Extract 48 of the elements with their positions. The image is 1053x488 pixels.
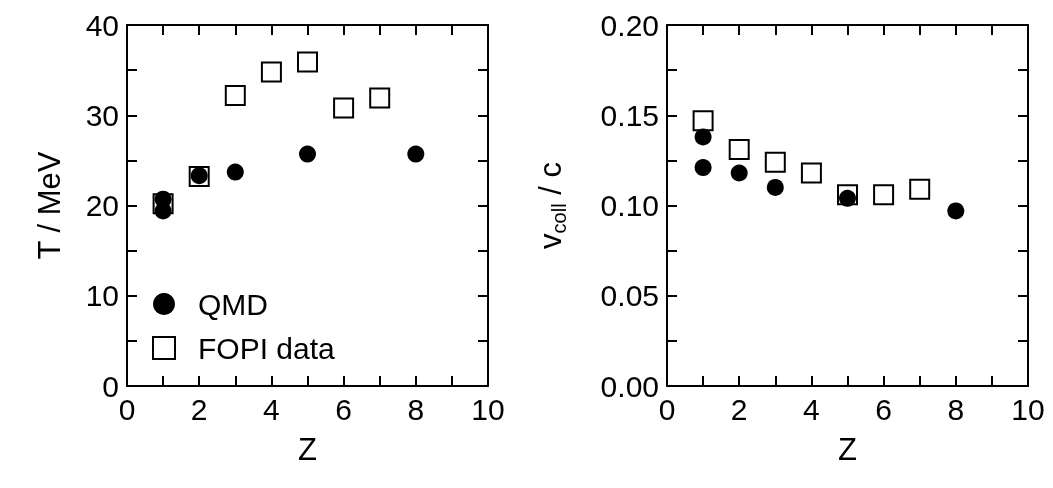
- x-axis-title: Z: [838, 432, 857, 467]
- point: [766, 178, 784, 196]
- y-tick-label: 40: [85, 8, 119, 42]
- point: [226, 163, 244, 181]
- y-tick-label: 0.05: [600, 279, 659, 313]
- x-tick-label: 10: [471, 392, 505, 426]
- point: [224, 84, 246, 106]
- point: [800, 162, 822, 184]
- y-tick-label: 0.20: [600, 8, 659, 42]
- y-tick-label: 0.10: [600, 189, 659, 222]
- y-tick-label: 20: [85, 189, 119, 222]
- point: [152, 193, 174, 215]
- point: [764, 151, 786, 173]
- x-axis-title: Z: [298, 432, 317, 467]
- point: [728, 139, 750, 161]
- point: [260, 61, 282, 83]
- point: [694, 128, 712, 146]
- y-tick-label: 10: [85, 279, 119, 313]
- y-tick-label: 0.00: [600, 369, 659, 403]
- x-tick-label: 2: [190, 392, 208, 426]
- x-tick-label: 8: [407, 392, 425, 426]
- y-tick-label: 0: [102, 369, 119, 403]
- y-axis-title: vcoll / c: [532, 162, 570, 249]
- x-tick-label: 6: [875, 392, 892, 426]
- y-tick-label: 0.15: [600, 98, 659, 132]
- point: [333, 97, 355, 119]
- point: [839, 189, 856, 207]
- point: [909, 178, 931, 200]
- point: [730, 164, 748, 182]
- y-tick-label: 30: [85, 98, 119, 132]
- legend-label: QMD: [198, 287, 268, 321]
- point: [297, 51, 318, 73]
- point: [694, 159, 712, 177]
- x-tick-label: 8: [947, 392, 965, 426]
- point: [299, 145, 316, 163]
- point: [873, 184, 895, 206]
- x-tick-label: 2: [730, 392, 748, 426]
- legend-label: FOPI data: [198, 331, 336, 365]
- x-tick-label: 6: [335, 392, 352, 426]
- x-tick-label: 10: [1011, 392, 1045, 426]
- x-tick-label: 4: [263, 392, 280, 426]
- point: [947, 202, 965, 220]
- point: [407, 145, 425, 163]
- x-tick-label: 4: [803, 392, 820, 426]
- point: [837, 184, 858, 206]
- point: [692, 110, 714, 132]
- y-axis-title: T / MeV: [32, 151, 67, 260]
- point: [369, 87, 391, 109]
